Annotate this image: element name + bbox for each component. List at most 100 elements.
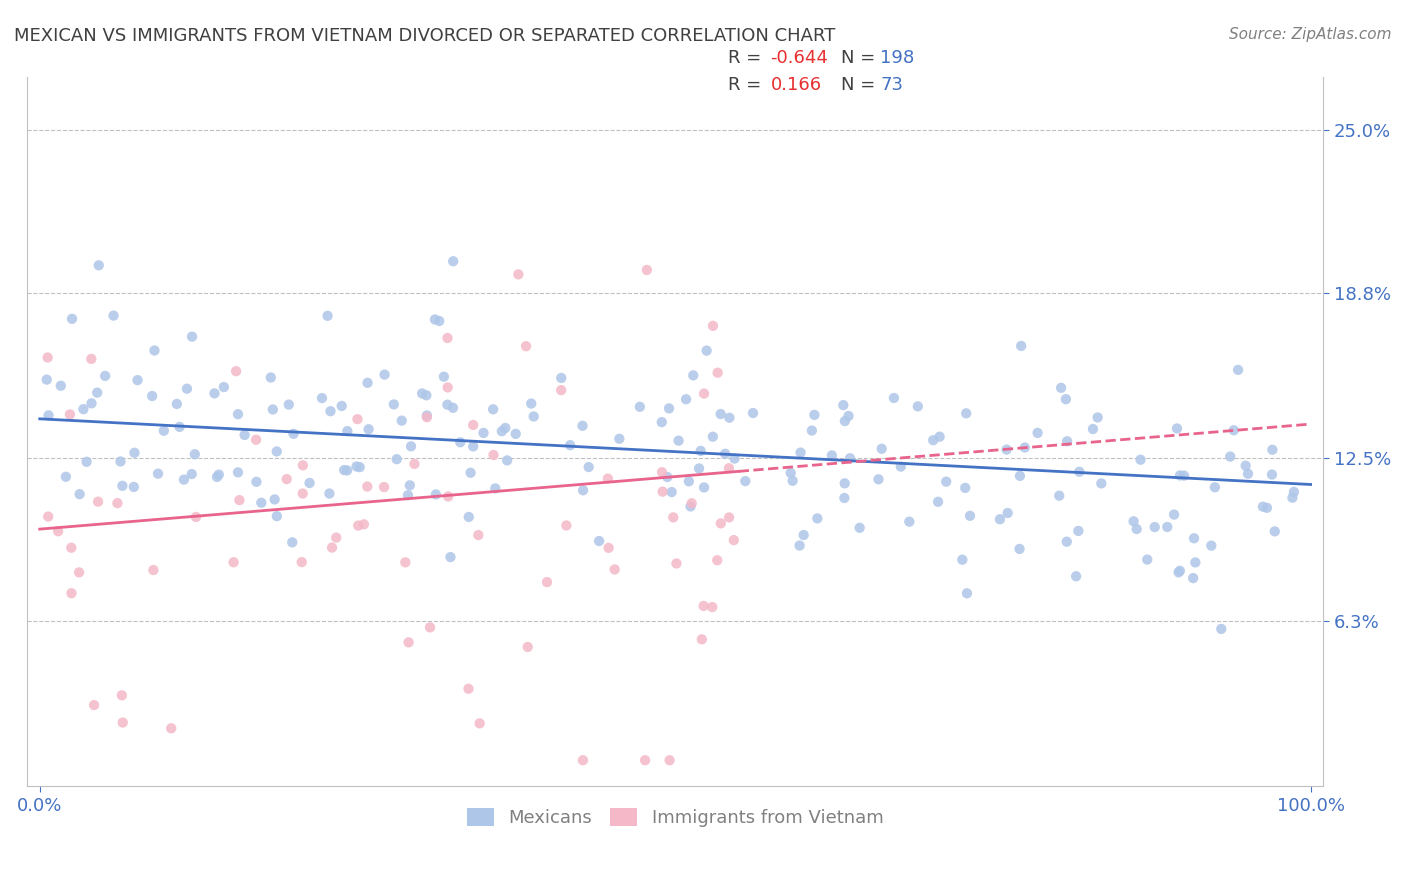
Point bbox=[482, 402, 505, 417]
Point bbox=[37, 351, 59, 365]
Text: -0.644: -0.644 bbox=[770, 49, 828, 67]
Point bbox=[779, 466, 801, 480]
Point bbox=[398, 478, 420, 492]
Point bbox=[955, 406, 977, 420]
Point bbox=[111, 689, 134, 703]
Point bbox=[67, 566, 90, 580]
Point bbox=[316, 309, 339, 323]
Text: R =: R = bbox=[728, 76, 773, 94]
Point bbox=[353, 517, 375, 532]
Point bbox=[436, 331, 458, 345]
Point bbox=[349, 460, 371, 475]
Point bbox=[228, 493, 250, 508]
Point bbox=[560, 438, 582, 452]
Point bbox=[1264, 524, 1286, 539]
Point bbox=[658, 401, 681, 416]
Point bbox=[1204, 480, 1226, 494]
Point bbox=[571, 418, 593, 433]
Point bbox=[250, 496, 273, 510]
Point bbox=[181, 329, 204, 343]
Point bbox=[718, 410, 741, 425]
Point bbox=[467, 528, 489, 542]
Point bbox=[346, 459, 368, 474]
Point bbox=[634, 753, 657, 767]
Point bbox=[374, 368, 396, 382]
Point bbox=[596, 472, 619, 486]
Point bbox=[681, 496, 703, 510]
Point bbox=[696, 343, 718, 358]
Point bbox=[298, 475, 321, 490]
Point bbox=[682, 368, 704, 383]
Point bbox=[146, 467, 169, 481]
Point bbox=[789, 445, 811, 459]
Point bbox=[1251, 500, 1274, 514]
Point bbox=[1067, 524, 1090, 538]
Point bbox=[693, 480, 716, 494]
Point bbox=[508, 268, 530, 282]
Point bbox=[330, 399, 353, 413]
Point bbox=[1156, 520, 1178, 534]
Point bbox=[572, 483, 595, 498]
Point bbox=[714, 447, 737, 461]
Point bbox=[723, 533, 745, 548]
Point bbox=[1237, 467, 1260, 481]
Point bbox=[439, 550, 461, 565]
Point bbox=[742, 406, 765, 420]
Point bbox=[1054, 392, 1077, 407]
Point bbox=[184, 447, 207, 461]
Point bbox=[399, 439, 422, 453]
Point bbox=[718, 510, 741, 524]
Point bbox=[460, 466, 482, 480]
Point bbox=[333, 463, 356, 477]
Point bbox=[1069, 465, 1091, 479]
Point bbox=[225, 364, 247, 378]
Point bbox=[928, 430, 950, 444]
Point bbox=[266, 444, 288, 458]
Point bbox=[668, 434, 690, 448]
Point bbox=[550, 383, 572, 397]
Point bbox=[1056, 534, 1078, 549]
Point bbox=[205, 470, 228, 484]
Point bbox=[898, 515, 921, 529]
Point bbox=[598, 541, 620, 555]
Point bbox=[457, 681, 479, 696]
Point bbox=[1281, 491, 1303, 505]
Point bbox=[127, 373, 149, 387]
Point bbox=[110, 454, 132, 468]
Point bbox=[35, 373, 58, 387]
Point bbox=[60, 586, 83, 600]
Point bbox=[651, 465, 673, 479]
Point bbox=[347, 518, 370, 533]
Point bbox=[550, 371, 572, 385]
Point bbox=[706, 553, 728, 567]
Point bbox=[651, 415, 673, 429]
Point bbox=[1168, 468, 1191, 483]
Point bbox=[160, 721, 183, 735]
Point bbox=[103, 309, 125, 323]
Point bbox=[956, 586, 979, 600]
Point bbox=[997, 506, 1019, 520]
Text: R =: R = bbox=[728, 49, 768, 67]
Point bbox=[153, 424, 176, 438]
Point bbox=[94, 368, 117, 383]
Point bbox=[1008, 541, 1031, 556]
Point bbox=[60, 541, 83, 555]
Point bbox=[233, 428, 256, 442]
Point bbox=[536, 575, 558, 590]
Point bbox=[1087, 410, 1109, 425]
Point bbox=[907, 400, 929, 414]
Point bbox=[515, 339, 537, 353]
Point bbox=[143, 343, 166, 358]
Point bbox=[723, 451, 745, 466]
Point bbox=[588, 534, 610, 549]
Point bbox=[441, 401, 464, 415]
Legend: Mexicans, Immigrants from Vietnam: Mexicans, Immigrants from Vietnam bbox=[460, 800, 890, 834]
Point bbox=[59, 408, 82, 422]
Point bbox=[212, 380, 235, 394]
Point bbox=[325, 531, 347, 545]
Point bbox=[111, 479, 134, 493]
Point bbox=[76, 455, 98, 469]
Point bbox=[1222, 423, 1244, 437]
Point bbox=[86, 385, 108, 400]
Point bbox=[1047, 489, 1070, 503]
